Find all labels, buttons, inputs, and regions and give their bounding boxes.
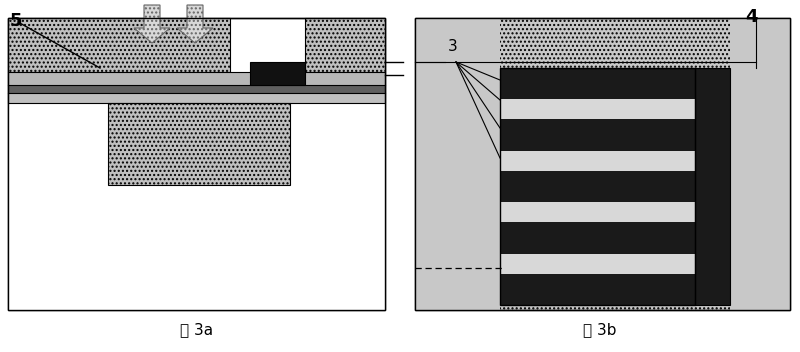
Bar (8, 93, 385, 103)
Bar (8, 103, 385, 310)
Bar (500, 222, 695, 253)
Bar (415, 18, 790, 310)
Text: 3: 3 (448, 39, 458, 54)
Bar (730, 18, 790, 310)
Bar (500, 202, 695, 222)
Polygon shape (177, 5, 213, 43)
Bar (8, 72, 385, 103)
Text: 5: 5 (10, 12, 22, 30)
Bar (8, 72, 385, 85)
Bar (500, 253, 695, 274)
Bar (500, 274, 695, 305)
Bar (500, 68, 695, 305)
Bar (500, 171, 695, 202)
Bar (250, 62, 305, 85)
Bar (8, 18, 385, 310)
Bar (8, 85, 385, 93)
Bar (415, 18, 790, 310)
Bar (108, 103, 290, 185)
Text: 图 3b: 图 3b (583, 322, 617, 338)
Bar (500, 68, 695, 99)
Bar (695, 68, 730, 305)
Text: 图 3a: 图 3a (181, 322, 214, 338)
Text: 4: 4 (745, 8, 758, 26)
Bar (415, 18, 500, 310)
Bar (500, 151, 695, 171)
Bar (500, 119, 695, 151)
Bar (8, 18, 230, 72)
Polygon shape (134, 5, 170, 43)
Bar (8, 18, 385, 310)
Bar (305, 18, 385, 72)
Bar (500, 99, 695, 119)
